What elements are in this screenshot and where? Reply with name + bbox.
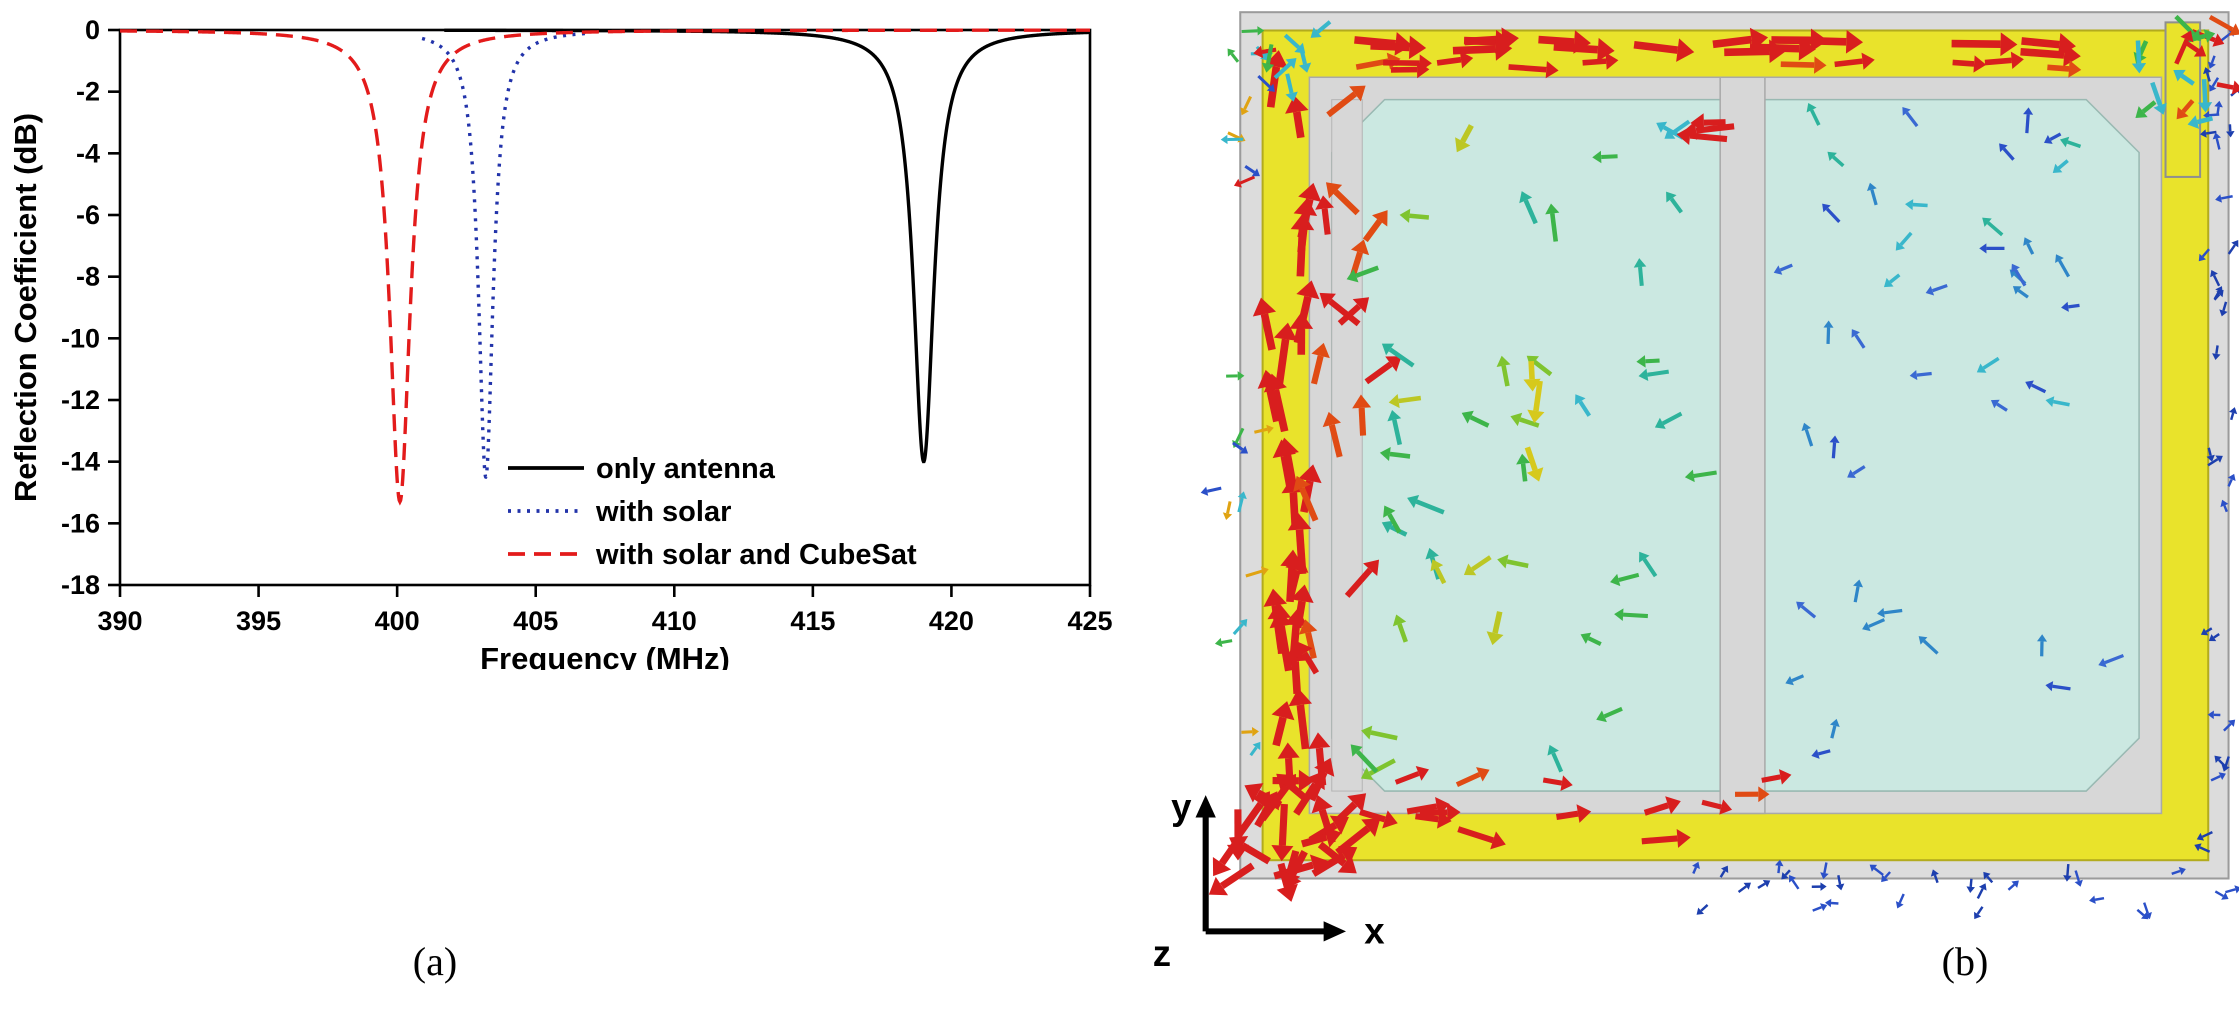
arrows-left-outside-scatter (1200, 26, 1275, 757)
coordinate-triad: y x z (1153, 787, 1385, 969)
x-tick-label: 405 (513, 606, 558, 636)
arrows-divider-top-red (1676, 113, 1735, 145)
y-tick-label: -2 (76, 77, 100, 107)
arrows-bottom-outside-scatter (1692, 859, 2239, 920)
arrows-bottom-red-row (1359, 796, 1691, 850)
arrows-top-row-b (1355, 51, 2082, 79)
chart-axes: 390 395 400 405 410 415 420 425 0 -2 -4 -6 -8 -10 -12 -… (8, 15, 1113, 670)
y-tick-label: -14 (61, 447, 100, 477)
center-divider (1719, 76, 1766, 815)
x-tick-label: 425 (1067, 606, 1112, 636)
series-0 (444, 28, 1091, 464)
x-tick-label: 395 (236, 606, 281, 636)
x-tick-label: 390 (97, 606, 142, 636)
arrows-inner-mid-cyan (1547, 119, 1717, 773)
y-tick-label: -12 (61, 385, 100, 415)
legend-label: with solar and CubeSat (595, 539, 917, 571)
x-arrowhead (1323, 921, 1346, 942)
y-tick-label: -8 (76, 262, 100, 292)
y-tick-label: -6 (76, 200, 100, 230)
arrows-left-column-mixed (1293, 85, 1402, 675)
x-tick-label: 420 (929, 606, 974, 636)
structure (1239, 11, 2230, 880)
chart-legend: only antenna with solar with solar and Cub… (508, 453, 917, 571)
y-tick-label: 0 (85, 15, 100, 45)
caption-b: (b) (1941, 939, 1989, 984)
y-tick-label: -16 (61, 508, 100, 538)
series-2 (119, 28, 1090, 506)
arrows-mid-right-teal (1806, 103, 2082, 408)
legend-label: with solar (595, 496, 731, 528)
arrows-yellow-down-arrows (1455, 124, 1545, 646)
panel-b-current-distribution: y x z (b) (1120, 0, 2239, 1024)
current-distribution-svg: y x z (1153, 11, 2239, 969)
arrows-feed-corner-burst (1208, 732, 1381, 902)
y-tick-label: -18 (61, 570, 100, 600)
y-tick-label: -10 (61, 323, 100, 353)
legend-label: only antenna (596, 453, 776, 485)
x-axis-glyph-label: x (1364, 911, 1385, 952)
z-axis-glyph-label: z (1153, 933, 1171, 969)
arrows-inner-bottom-red (1394, 766, 1792, 815)
arrows-top-right-burst (2131, 14, 2239, 129)
y-axis-title: Reflection Coefficient (dB) (8, 113, 43, 502)
x-axis-title: Frequency (MHz) (480, 641, 730, 670)
y-arrowhead (1195, 795, 1216, 818)
y-axis-glyph-label: y (1171, 787, 1192, 828)
x-tick-label: 400 (375, 606, 420, 636)
arrows-left-column-up (1252, 50, 1322, 750)
arrows-top-left-corner (1253, 20, 1332, 102)
x-tick-label: 415 (790, 606, 835, 636)
arrows-right-outside-scatter (2194, 29, 2239, 853)
caption-a: (a) (412, 939, 458, 984)
s11-chart-svg: 390 395 400 405 410 415 420 425 0 -2 -4 -6 -8 -10 -12 -… (8, 15, 1113, 670)
arrows-inner-left-green (1346, 191, 1560, 780)
x-tick-label: 410 (652, 606, 697, 636)
arrows-inner-right-blue (1773, 106, 2125, 759)
y-tick-label: -4 (76, 138, 100, 168)
panel-a-reflection-chart: 390 395 400 405 410 415 420 425 0 -2 -4 -6 -8 -10 -12 -… (8, 15, 1113, 984)
series-1 (421, 31, 586, 480)
arrows-top-row-a (1354, 27, 2081, 67)
